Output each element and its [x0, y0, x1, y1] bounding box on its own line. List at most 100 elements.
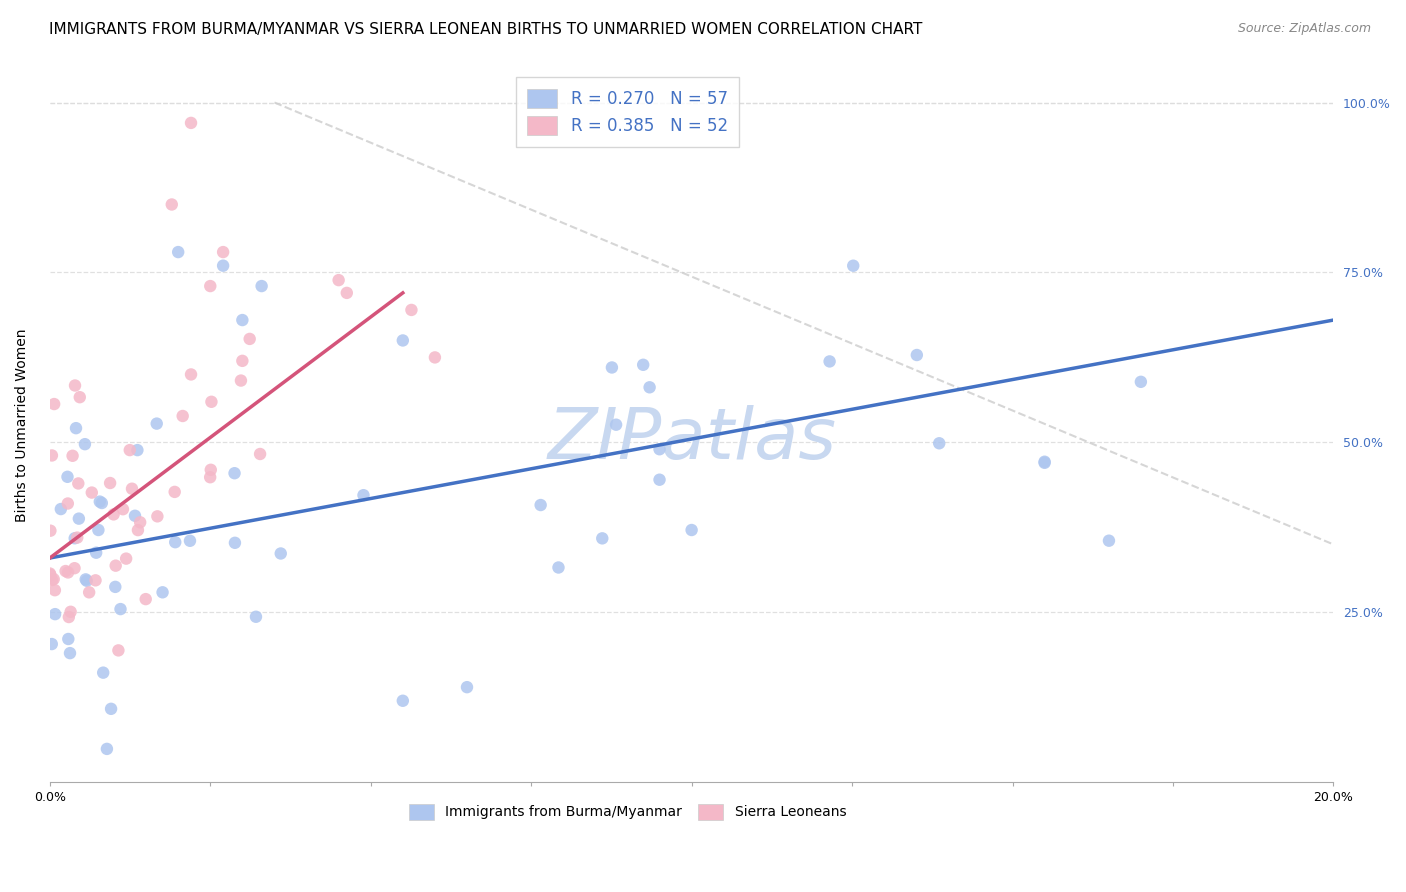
Point: [77, 585, 100, 599]
Point: [198, 470, 221, 484]
Point: [600, 360, 623, 375]
Point: [67, 476, 90, 491]
Point: [67, 511, 90, 525]
Point: [160, 197, 183, 211]
Point: [180, 116, 202, 130]
Point: [270, 547, 292, 561]
Point: [200, 279, 222, 293]
Point: [1129, 375, 1152, 389]
Point: [115, 551, 138, 566]
Point: [152, 585, 174, 599]
Point: [231, 313, 253, 327]
Point: [127, 443, 149, 458]
Point: [56, 470, 79, 484]
Point: [401, 302, 423, 317]
Point: [62, 449, 84, 463]
Point: [39, 568, 62, 582]
Point: [229, 374, 252, 388]
Point: [336, 285, 359, 300]
Point: [124, 508, 146, 523]
Legend: Immigrants from Burma/Myanmar, Sierra Leoneans: Immigrants from Burma/Myanmar, Sierra Le…: [404, 798, 852, 825]
Point: [42, 572, 65, 586]
Point: [547, 560, 569, 574]
Point: [55, 564, 77, 578]
Point: [135, 592, 157, 607]
Point: [104, 580, 127, 594]
Point: [648, 473, 671, 487]
Point: [73, 437, 96, 451]
Point: [80, 485, 103, 500]
Point: [179, 533, 201, 548]
Point: [905, 348, 928, 362]
Point: [423, 351, 446, 365]
Point: [250, 279, 273, 293]
Point: [928, 436, 950, 450]
Point: [75, 573, 97, 587]
Point: [127, 523, 149, 537]
Point: [98, 476, 121, 491]
Point: [818, 354, 841, 368]
Point: [44, 607, 66, 622]
Point: [631, 358, 654, 372]
Text: Source: ZipAtlas.com: Source: ZipAtlas.com: [1237, 22, 1371, 36]
Point: [65, 421, 87, 435]
Point: [245, 609, 267, 624]
Point: [165, 535, 187, 549]
Point: [104, 558, 127, 573]
Point: [638, 380, 661, 394]
Point: [69, 390, 91, 404]
Point: [180, 368, 202, 382]
Point: [63, 378, 86, 392]
Point: [249, 447, 271, 461]
Point: [56, 566, 79, 580]
Point: [530, 498, 553, 512]
Point: [172, 409, 194, 423]
Y-axis label: Births to Unmarried Women: Births to Unmarried Women: [15, 328, 30, 522]
Point: [200, 463, 222, 477]
Point: [1033, 455, 1056, 469]
Point: [41, 637, 63, 651]
Point: [391, 334, 413, 348]
Point: [41, 573, 63, 587]
Point: [121, 482, 143, 496]
Point: [107, 643, 129, 657]
Point: [118, 443, 141, 458]
Point: [56, 496, 79, 510]
Point: [353, 488, 375, 502]
Point: [167, 245, 190, 260]
Point: [146, 509, 169, 524]
Point: [231, 354, 253, 368]
Point: [224, 466, 246, 480]
Point: [212, 245, 235, 260]
Point: [1033, 456, 1056, 470]
Point: [1098, 533, 1121, 548]
Point: [605, 417, 627, 432]
Point: [63, 561, 86, 575]
Point: [87, 523, 110, 537]
Point: [58, 632, 80, 646]
Point: [49, 502, 72, 516]
Point: [145, 417, 167, 431]
Point: [648, 442, 671, 457]
Point: [58, 610, 80, 624]
Point: [59, 646, 82, 660]
Text: IMMIGRANTS FROM BURMA/MYANMAR VS SIERRA LEONEAN BIRTHS TO UNMARRIED WOMEN CORREL: IMMIGRANTS FROM BURMA/MYANMAR VS SIERRA …: [49, 22, 922, 37]
Point: [59, 605, 82, 619]
Point: [328, 273, 350, 287]
Point: [84, 574, 107, 588]
Point: [84, 546, 107, 560]
Point: [591, 532, 613, 546]
Point: [842, 259, 865, 273]
Point: [391, 694, 413, 708]
Point: [163, 484, 186, 499]
Point: [44, 583, 66, 598]
Point: [41, 449, 63, 463]
Point: [681, 523, 703, 537]
Point: [212, 259, 235, 273]
Point: [129, 516, 152, 530]
Point: [44, 397, 66, 411]
Point: [110, 602, 132, 616]
Point: [38, 566, 60, 581]
Point: [91, 665, 114, 680]
Point: [239, 332, 262, 346]
